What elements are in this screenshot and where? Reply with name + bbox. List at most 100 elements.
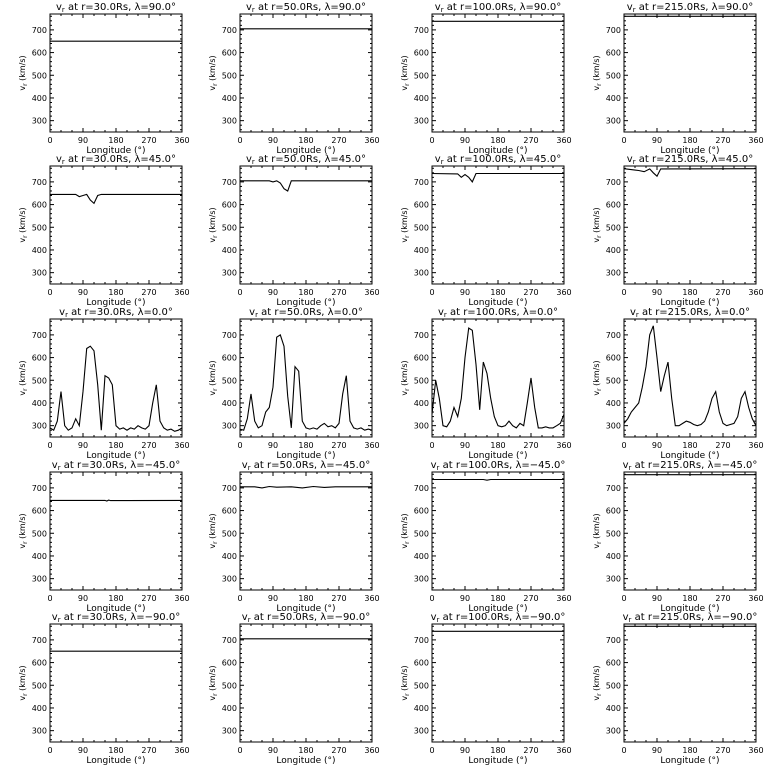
y-tick-label: 500: [606, 376, 621, 385]
series-line: [623, 168, 757, 178]
x-tick-label: 90: [460, 746, 470, 755]
y-tick-label: 400: [606, 704, 621, 713]
y-tick-label: 600: [222, 49, 237, 58]
y-tick-label: 500: [222, 681, 237, 690]
panel-16: vr at r=215.0Rs, λ=−45.0° 0 90 180 270 360 300…: [592, 460, 764, 614]
x-tick-label: 0: [47, 594, 52, 603]
x-tick-label: 360: [174, 746, 189, 755]
x-axis-label: Longitude (°): [276, 604, 335, 614]
x-tick-label: 360: [364, 441, 379, 450]
y-tick-label: 700: [32, 178, 47, 187]
plot-frame: [239, 13, 373, 133]
y-tick-label: 700: [414, 26, 429, 35]
panel-title: vr at r=50.0Rs, λ=90.0°: [246, 2, 366, 14]
x-tick-label: 0: [429, 594, 434, 603]
x-tick-label: 90: [460, 288, 470, 297]
y-tick-label: 500: [414, 71, 429, 80]
panel-title: vr at r=50.0Rs, λ=0.0°: [249, 307, 363, 319]
x-tick-label: 0: [429, 441, 434, 450]
y-tick-label: 300: [606, 422, 621, 431]
x-axis-label: Longitude (°): [86, 451, 145, 461]
y-tick-label: 400: [32, 399, 47, 408]
y-tick-label: 700: [414, 331, 429, 340]
series-line: [623, 325, 757, 427]
x-tick-label: 270: [523, 136, 538, 145]
x-axis-label: Longitude (°): [660, 756, 719, 766]
x-tick-label: 90: [460, 594, 470, 603]
panel-title: vr at r=30.0Rs, λ=90.0°: [56, 2, 176, 14]
panel-7: vr at r=100.0Rs, λ=45.0° 0 90 180 270 360 300 4…: [400, 154, 572, 308]
x-tick-label: 270: [331, 594, 346, 603]
y-tick-label: 600: [32, 659, 47, 668]
y-tick-label: 700: [222, 331, 237, 340]
x-tick-label: 270: [141, 288, 156, 297]
panel-15: vr at r=100.0Rs, λ=−45.0° 0 90 180 270 360 300…: [400, 460, 572, 614]
y-tick-label: 700: [222, 178, 237, 187]
panel-2: vr at r=50.0Rs, λ=90.0° 0 90 180 270 360 300 40…: [208, 2, 380, 156]
y-tick-label: 400: [32, 552, 47, 561]
y-tick-label: 500: [222, 376, 237, 385]
y-axis-label: vr (km/s): [18, 513, 29, 548]
y-tick-label: 600: [606, 659, 621, 668]
x-tick-label: 270: [715, 288, 730, 297]
x-tick-label: 180: [298, 288, 313, 297]
x-tick-label: 90: [78, 136, 88, 145]
y-tick-label: 600: [606, 49, 621, 58]
y-tick-label: 600: [32, 201, 47, 210]
panel-title: vr at r=30.0Rs, λ=0.0°: [59, 307, 173, 319]
y-tick-label: 400: [222, 246, 237, 255]
x-axis-label: Longitude (°): [86, 146, 145, 156]
series-line: [50, 193, 182, 205]
y-tick-label: 300: [414, 117, 429, 126]
x-tick-label: 90: [652, 136, 662, 145]
x-tick-label: 0: [429, 136, 434, 145]
y-tick-label: 300: [32, 117, 47, 126]
x-tick-label: 180: [682, 594, 697, 603]
x-tick-label: 0: [237, 441, 242, 450]
plot-frame: [431, 623, 565, 743]
panel-1: vr at r=30.0Rs, λ=90.0° 0 90 180 270 360 300 40…: [18, 2, 190, 156]
x-axis-label: Longitude (°): [276, 146, 335, 156]
x-tick-label: 270: [331, 441, 346, 450]
x-tick-label: 180: [682, 441, 697, 450]
plot-frame: [239, 623, 373, 743]
x-tick-label: 180: [298, 136, 313, 145]
panel-10: vr at r=50.0Rs, λ=0.0° 0 90 180 270 360 300 400…: [208, 307, 380, 461]
x-axis-label: Longitude (°): [660, 298, 719, 308]
panel-5: vr at r=30.0Rs, λ=45.0° 0 90 180 270 360 300 40…: [18, 154, 190, 308]
y-tick-label: 300: [414, 575, 429, 584]
x-tick-label: 360: [174, 288, 189, 297]
y-axis-label: vr (km/s): [592, 665, 603, 700]
x-tick-label: 360: [556, 746, 571, 755]
x-tick-label: 180: [298, 441, 313, 450]
x-tick-label: 0: [47, 288, 52, 297]
panel-3: vr at r=100.0Rs, λ=90.0° 0 90 180 270 360 300 4…: [400, 2, 572, 156]
x-tick-label: 180: [108, 441, 123, 450]
plot-frame: [431, 13, 565, 133]
plot-frame: [431, 318, 565, 438]
x-tick-label: 270: [141, 136, 156, 145]
y-tick-label: 300: [222, 727, 237, 736]
plot-frame: [623, 623, 757, 743]
plot-frame: [623, 165, 757, 285]
y-tick-label: 500: [32, 223, 47, 232]
y-axis-label: vr (km/s): [400, 55, 411, 90]
x-tick-label: 360: [748, 746, 763, 755]
x-tick-label: 180: [490, 594, 505, 603]
x-axis-label: Longitude (°): [86, 298, 145, 308]
series-line: [240, 485, 372, 489]
x-tick-label: 0: [429, 288, 434, 297]
x-tick-label: 0: [621, 441, 626, 450]
y-tick-label: 400: [414, 704, 429, 713]
panel-8: vr at r=215.0Rs, λ=45.0° 0 90 180 270 360 300 4…: [592, 154, 764, 308]
y-tick-label: 600: [606, 507, 621, 516]
y-tick-label: 600: [414, 659, 429, 668]
y-tick-label: 600: [414, 201, 429, 210]
x-tick-label: 90: [268, 594, 278, 603]
plot-frame: [623, 13, 757, 133]
x-tick-label: 0: [621, 288, 626, 297]
x-tick-label: 270: [715, 746, 730, 755]
y-tick-label: 600: [222, 507, 237, 516]
y-tick-label: 600: [606, 201, 621, 210]
y-tick-label: 500: [414, 681, 429, 690]
